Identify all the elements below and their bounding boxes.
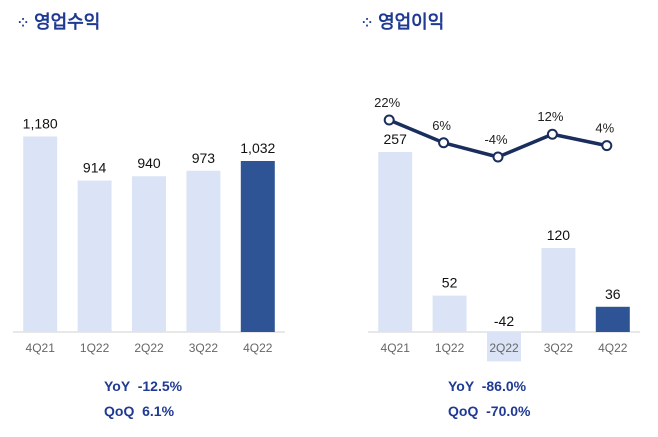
margin-label: 22% xyxy=(374,95,400,110)
revenue-value-label: 1,180 xyxy=(23,115,58,131)
profit-category-label: 1Q22 xyxy=(435,341,465,355)
revenue-category-label: 4Q22 xyxy=(243,341,273,355)
revenue-value-label: 914 xyxy=(83,160,107,176)
margin-label: -4% xyxy=(484,132,508,147)
profit-category-label: 4Q22 xyxy=(598,341,628,355)
profit-bar-3Q22 xyxy=(541,247,576,332)
margin-point xyxy=(546,128,558,140)
revenue-yoy: YoY -12.5% xyxy=(104,378,182,394)
revenue-bar-4Q21 xyxy=(23,136,58,332)
revenue-bar-1Q22 xyxy=(77,180,112,332)
revenue-value-label: 1,032 xyxy=(240,140,275,156)
bullet-marker-icon: ⁘ xyxy=(18,16,29,30)
margin-point xyxy=(601,140,613,152)
profit-yoy-label: YoY xyxy=(448,378,474,394)
revenue-category-label: 4Q21 xyxy=(26,341,56,355)
profit-category-label: 4Q21 xyxy=(381,341,411,355)
profit-bar-1Q22 xyxy=(432,295,467,332)
profit-qoq: QoQ -70.0% xyxy=(448,403,530,419)
revenue-panel-title: ⁘ 영업수익 xyxy=(18,8,100,34)
revenue-title-text: 영업수익 xyxy=(34,12,101,33)
profit-value-label: 52 xyxy=(442,275,458,291)
profit-panel-title: ⁘ 영업이익 xyxy=(362,8,444,34)
profit-category-label: 2Q22 xyxy=(489,341,519,355)
revenue-value-label: 940 xyxy=(137,155,161,171)
revenue-bar-2Q22 xyxy=(132,176,166,332)
revenue-yoy-label: YoY xyxy=(104,378,130,394)
profit-yoy: YoY -86.0% xyxy=(448,378,526,394)
profit-category-label: 3Q22 xyxy=(544,341,574,355)
revenue-qoq: QoQ 6.1% xyxy=(104,403,174,419)
revenue-yoy-value: -12.5% xyxy=(137,378,183,394)
margin-point xyxy=(383,114,395,126)
profit-bar-4Q21 xyxy=(378,152,413,332)
profit-title-text: 영업이익 xyxy=(378,12,445,33)
margin-point xyxy=(438,137,450,149)
revenue-bar-4Q22 xyxy=(240,160,275,332)
revenue-category-label: 3Q22 xyxy=(189,341,219,355)
revenue-bar-3Q22 xyxy=(186,170,221,332)
margin-point xyxy=(492,151,504,163)
profit-bar-2Q22 xyxy=(487,332,521,362)
profit-qoq-value: -70.0% xyxy=(486,403,531,419)
revenue-value-label: 973 xyxy=(192,150,216,166)
profit-qoq-label: QoQ xyxy=(448,403,479,419)
profit-value-label: 120 xyxy=(547,227,571,243)
margin-label: 6% xyxy=(432,118,451,133)
revenue-category-label: 1Q22 xyxy=(80,341,110,355)
margin-label: 4% xyxy=(595,121,614,136)
bullet-marker-icon: ⁘ xyxy=(362,16,373,30)
revenue-qoq-value: 6.1% xyxy=(142,403,175,419)
profit-value-label: -42 xyxy=(494,313,514,329)
revenue-qoq-label: QoQ xyxy=(104,403,135,419)
margin-label: 12% xyxy=(537,109,563,124)
profit-value-label: 36 xyxy=(605,286,621,302)
revenue-category-label: 2Q22 xyxy=(134,341,164,355)
profit-bar-4Q22 xyxy=(595,306,630,332)
profit-value-label: 257 xyxy=(384,131,408,147)
profit-yoy-value: -86.0% xyxy=(481,378,527,394)
